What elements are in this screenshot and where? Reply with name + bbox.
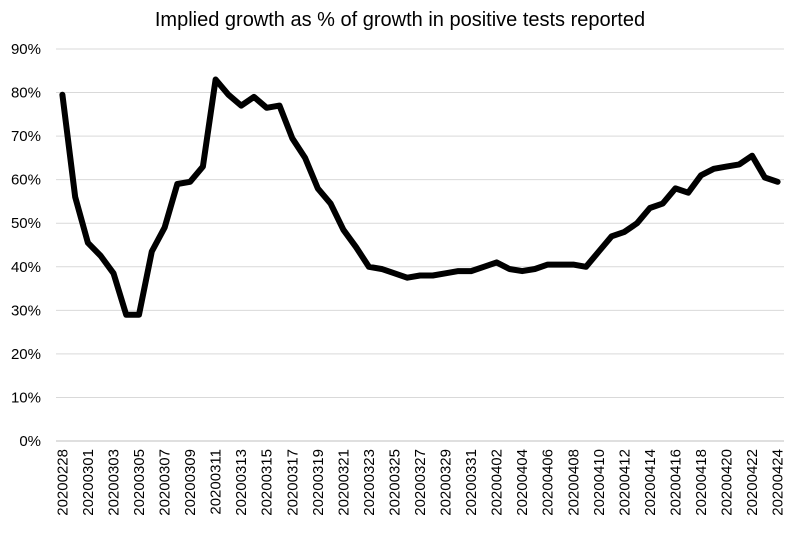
x-tick-label: 20200402 [489, 449, 506, 516]
x-tick-label: 20200331 [463, 449, 480, 516]
x-tick-label: 20200410 [591, 449, 608, 516]
x-tick-label: 20200416 [667, 449, 684, 516]
x-tick-label: 20200317 [284, 449, 301, 516]
x-tick-label: 20200420 [719, 449, 736, 516]
y-tick-label: 70% [11, 128, 41, 145]
x-tick-label: 20200422 [744, 449, 761, 516]
chart-title: Implied growth as % of growth in positiv… [155, 9, 645, 31]
x-tick-label: 20200323 [361, 449, 378, 516]
y-tick-label: 20% [11, 346, 41, 363]
x-tick-label: 20200418 [693, 449, 710, 516]
series-group [59, 76, 781, 318]
y-tick-label: 50% [11, 215, 41, 232]
x-tick-label: 20200228 [54, 449, 71, 516]
y-tick-label: 0% [19, 433, 41, 450]
x-tick-label: 20200424 [770, 449, 787, 516]
y-tick-label: 40% [11, 259, 41, 276]
x-tick-label: 20200412 [616, 449, 633, 516]
x-tick-label: 20200307 [157, 449, 174, 516]
x-tick-label: 20200305 [131, 449, 148, 516]
x-tick-label: 20200321 [335, 449, 352, 516]
x-tick-label: 20200325 [386, 449, 403, 516]
x-tick-label: 20200319 [310, 449, 327, 516]
x-axis-ticks: 20200228 20200301 20200303 20200305 20200307… [54, 449, 786, 516]
x-tick-label: 20200313 [233, 449, 250, 516]
x-tick-label: 20200327 [412, 449, 429, 516]
x-tick-label: 20200404 [514, 449, 531, 516]
y-axis-ticks: 0% 10% 20% 30% 40% 50% 60% 70% 80% 90% [11, 41, 41, 450]
y-tick-label: 10% [11, 389, 41, 406]
y-tick-label: 30% [11, 302, 41, 319]
x-tick-label: 20200315 [259, 449, 276, 516]
grid [56, 48, 784, 398]
series-line [59, 76, 781, 318]
y-tick-label: 80% [11, 85, 41, 102]
x-tick-label: 20200329 [438, 449, 455, 516]
x-tick-label: 20200311 [208, 449, 225, 515]
x-tick-label: 20200406 [540, 449, 557, 516]
x-tick-label: 20200309 [182, 449, 199, 516]
y-tick-label: 90% [11, 41, 41, 58]
x-tick-label: 20200414 [642, 449, 659, 516]
x-tick-label: 20200301 [80, 449, 97, 516]
y-tick-label: 60% [11, 172, 41, 189]
x-tick-label: 20200408 [565, 449, 582, 516]
x-tick-label: 20200303 [105, 449, 122, 516]
